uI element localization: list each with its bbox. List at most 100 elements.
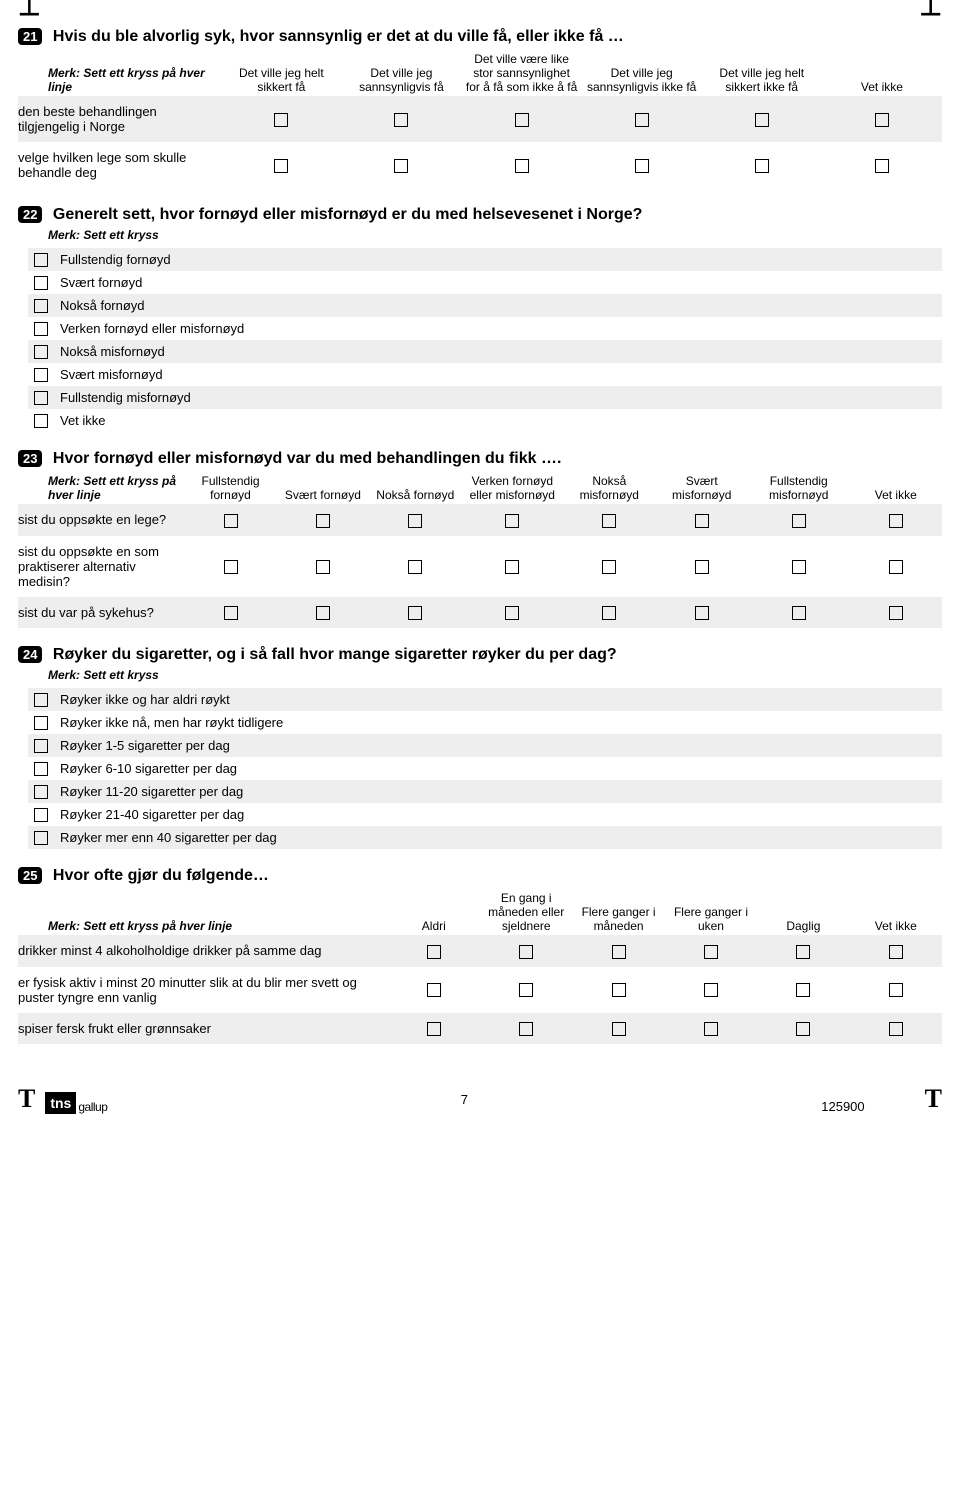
checkbox[interactable] [635, 113, 649, 127]
checkbox[interactable] [34, 762, 48, 776]
checkbox[interactable] [408, 606, 422, 620]
checkbox[interactable] [427, 1022, 441, 1036]
q23-col-5: Svært misfornøyd [656, 472, 748, 504]
checkbox[interactable] [792, 560, 806, 574]
crop-mark-icon: ⊥ [18, 0, 41, 22]
checkbox[interactable] [519, 945, 533, 959]
checkbox[interactable] [34, 253, 48, 267]
checkbox[interactable] [34, 345, 48, 359]
q23-number: 23 [18, 450, 42, 467]
q25-row-1-label: er fysisk aktiv i minst 20 minutter slik… [18, 967, 388, 1013]
checkbox[interactable] [34, 414, 48, 428]
q25-title: 25 Hvor ofte gjør du følgende… [18, 867, 942, 885]
checkbox[interactable] [408, 560, 422, 574]
checkbox[interactable] [34, 276, 48, 290]
checkbox[interactable] [875, 159, 889, 173]
checkbox[interactable] [34, 368, 48, 382]
checkbox[interactable] [427, 983, 441, 997]
checkbox[interactable] [695, 606, 709, 620]
checkbox[interactable] [505, 560, 519, 574]
checkbox[interactable] [515, 159, 529, 173]
checkbox[interactable] [394, 113, 408, 127]
checkbox[interactable] [316, 560, 330, 574]
q25-col-2: Flere ganger i måneden [572, 889, 664, 935]
checkbox[interactable] [34, 785, 48, 799]
checkbox[interactable] [755, 113, 769, 127]
checkbox[interactable] [704, 945, 718, 959]
checkbox[interactable] [34, 716, 48, 730]
checkbox[interactable] [274, 159, 288, 173]
q22-opt-0-label: Fullstendig fornøyd [60, 252, 171, 267]
checkbox[interactable] [612, 1022, 626, 1036]
checkbox[interactable] [505, 606, 519, 620]
checkbox[interactable] [602, 514, 616, 528]
page-footer: T tnsgallup 7 125900 T [18, 1084, 942, 1114]
q24-opt-0-label: Røyker ikke og har aldri røykt [60, 692, 230, 707]
checkbox[interactable] [274, 113, 288, 127]
checkbox[interactable] [34, 693, 48, 707]
checkbox[interactable] [889, 945, 903, 959]
checkbox[interactable] [695, 514, 709, 528]
q25-row-1: er fysisk aktiv i minst 20 minutter slik… [18, 967, 942, 1013]
q24-options: Røyker ikke og har aldri røykt Røyker ik… [28, 688, 942, 849]
q21-number: 21 [18, 28, 42, 45]
checkbox[interactable] [34, 322, 48, 336]
checkbox[interactable] [889, 514, 903, 528]
checkbox[interactable] [394, 159, 408, 173]
checkbox[interactable] [796, 945, 810, 959]
checkbox[interactable] [34, 299, 48, 313]
checkbox[interactable] [519, 1022, 533, 1036]
checkbox[interactable] [635, 159, 649, 173]
checkbox[interactable] [612, 983, 626, 997]
q24-opt-1: Røyker ikke nå, men har røykt tidligere [28, 711, 942, 734]
q25-col-0: Aldri [388, 889, 480, 935]
checkbox[interactable] [602, 606, 616, 620]
checkbox[interactable] [875, 113, 889, 127]
q24-opt-4-label: Røyker 11-20 sigaretter per dag [60, 784, 243, 799]
checkbox[interactable] [695, 560, 709, 574]
checkbox[interactable] [602, 560, 616, 574]
checkbox[interactable] [792, 606, 806, 620]
checkbox[interactable] [34, 831, 48, 845]
q22-opt-4-label: Nokså misfornøyd [60, 344, 165, 359]
checkbox[interactable] [889, 560, 903, 574]
q22-opt-2: Nokså fornøyd [28, 294, 942, 317]
q21-row-0: den beste behandlingen tilgjengelig i No… [18, 96, 942, 142]
tns-gallup-logo: tnsgallup [45, 1092, 107, 1114]
checkbox[interactable] [316, 606, 330, 620]
checkbox[interactable] [796, 1022, 810, 1036]
checkbox[interactable] [792, 514, 806, 528]
q22-opt-3: Verken fornøyd eller misfornøyd [28, 317, 942, 340]
checkbox[interactable] [34, 391, 48, 405]
checkbox[interactable] [889, 983, 903, 997]
checkbox[interactable] [408, 514, 422, 528]
checkbox[interactable] [34, 739, 48, 753]
q23-row-1: sist du oppsøkte en som praktiserer alte… [18, 536, 942, 597]
checkbox[interactable] [889, 606, 903, 620]
checkbox[interactable] [224, 560, 238, 574]
checkbox[interactable] [224, 606, 238, 620]
checkbox[interactable] [755, 159, 769, 173]
q22-opt-7-label: Vet ikke [60, 413, 106, 428]
checkbox[interactable] [796, 983, 810, 997]
q23-title-text: Hvor fornøyd eller misfornøyd var du med… [53, 450, 562, 467]
checkbox[interactable] [505, 514, 519, 528]
q25-col-4: Daglig [757, 889, 849, 935]
checkbox[interactable] [427, 945, 441, 959]
checkbox[interactable] [704, 983, 718, 997]
q24-opt-1-label: Røyker ikke nå, men har røykt tidligere [60, 715, 283, 730]
checkbox[interactable] [224, 514, 238, 528]
q21-col-2: Det ville være like stor sannsynlighet f… [462, 50, 582, 96]
checkbox[interactable] [519, 983, 533, 997]
checkbox[interactable] [316, 514, 330, 528]
q21-row-0-label: den beste behandlingen tilgjengelig i No… [18, 96, 221, 142]
checkbox[interactable] [612, 945, 626, 959]
checkbox[interactable] [515, 113, 529, 127]
checkbox[interactable] [34, 808, 48, 822]
q23-col-2: Nokså fornøyd [369, 472, 461, 504]
q24-opt-3: Røyker 6-10 sigaretter per dag [28, 757, 942, 780]
checkbox[interactable] [889, 1022, 903, 1036]
q21-col-1: Det ville jeg sannsynligvis få [341, 50, 461, 96]
q21-col-5: Vet ikke [822, 50, 942, 96]
checkbox[interactable] [704, 1022, 718, 1036]
